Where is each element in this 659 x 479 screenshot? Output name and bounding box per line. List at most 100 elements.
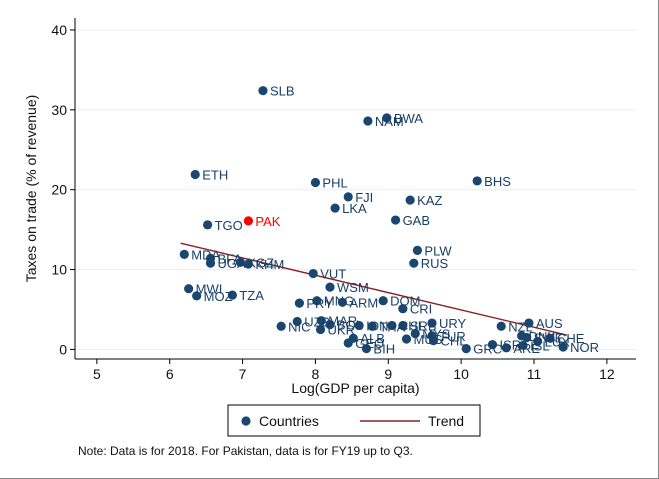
point-nam [363,116,373,126]
point-aus [524,318,534,328]
x-tick-label: 10 [453,366,469,382]
point-label-isr: ISR [499,338,521,353]
point-eth [190,169,200,180]
point-chl [428,336,439,346]
point-label-lka: LKA [342,201,367,216]
point-wsm [325,282,335,292]
point-grc [461,344,471,354]
legend-trend-label: Trend [428,413,464,429]
x-tick-label: 11 [527,366,542,382]
point-label-uzb: UZB [304,314,330,329]
y-tick-label: 30 [51,102,67,118]
point-label-mda: MDA [191,247,220,262]
grid-layer [75,29,636,350]
point-moz [192,291,202,301]
point-nic [276,321,286,331]
point-uzb [292,316,302,327]
point-fji [343,192,353,202]
point-pak [243,216,253,226]
point-mda [179,249,189,259]
point-label-grc: GRC [473,342,502,357]
point-kgz [235,257,245,267]
point-gab [390,215,401,225]
point-rus [409,258,419,268]
point-label-che: CHE [557,331,585,346]
point-label-eth: ETH [202,168,228,183]
point-label-nor: NOR [570,340,599,355]
point-swe [522,332,532,343]
point-label-tur: TUR [439,329,466,344]
y-tick-label: 0 [59,341,67,357]
point-layer [179,86,568,354]
point-nzl [496,321,506,331]
point-label-pry: PRY [306,296,333,311]
y-tick-label: 20 [51,182,67,198]
point-vut [308,268,318,279]
point-label-fji: FJI [355,190,373,205]
point-label-aus: AUS [536,316,563,331]
legend-box [227,404,481,437]
point-mar [316,316,326,326]
point-label-bhs: BHS [484,174,511,189]
point-pry [294,298,304,308]
axis-layer: 0 10 20 30 40 5 6 7 8 9 10 11 12 Log(GDP per capita) T… [23,18,636,396]
point-label-dom: DOM [390,294,420,309]
point-nor [558,342,568,352]
point-plw [412,245,423,255]
point-idn [354,320,364,331]
legend-points-marker [241,416,251,426]
point-label-mys: MYS [422,326,451,341]
legend: Countries Trend [227,404,481,437]
point-ury [427,318,437,328]
point-label-chl: CHL [399,318,425,333]
point-isr [487,340,498,350]
x-tick-label: 5 [93,366,101,382]
point-label-nic: NIC [288,319,310,334]
point-arm [337,297,347,307]
point-label-dnk: DNK [529,329,557,344]
point-bih [361,344,372,354]
point-label-nam: NAM [375,114,404,129]
point-tgo [203,220,213,230]
point-bwa [382,113,392,123]
legend-points-label: Countries [259,413,319,429]
x-tick-label: 12 [599,366,615,382]
point-chl [387,320,397,331]
point-label-tgo: TGO [215,218,243,233]
point-label-tha: THA [379,319,405,334]
point-mng [312,296,322,306]
point-label-swe: SWE [534,330,564,345]
point-mys [410,328,420,339]
point-label-rus: RUS [421,256,449,271]
point-label-cri: CRI [410,302,432,317]
point-srb [398,320,408,331]
point-label-isl: ISL [530,338,550,353]
point-isl [518,340,528,351]
x-tick-label: 9 [384,366,392,382]
point-tza [227,290,237,300]
point-label-arm: ARM [349,295,378,310]
point-label-bih: BIH [373,342,395,357]
point-label-mng: MNG [324,294,354,309]
point-kaz [405,195,415,205]
point-label-mwi: MWI [196,282,223,297]
point-label-alb: ALB [360,331,385,346]
point-label-bol: BOL [337,318,363,333]
point-label-ury: URY [439,316,467,331]
y-tick-label: 10 [51,262,67,278]
point-label-phl: PHL [322,176,347,191]
point-label-gab: GAB [403,213,430,228]
trend-line [180,242,567,336]
point-khm [243,259,253,269]
point-label-pak: PAK [255,214,280,229]
y-axis-label: Taxes on trade (% of revenue) [23,95,39,283]
point-cri [398,304,408,314]
point-label-chl: CHL [440,334,466,349]
point-dom [378,296,388,306]
point-label-geo: GEO [355,336,384,351]
point-bhs [472,176,482,186]
point-label-mus: MUS [414,332,443,347]
point-label-are: ARE [513,341,540,356]
